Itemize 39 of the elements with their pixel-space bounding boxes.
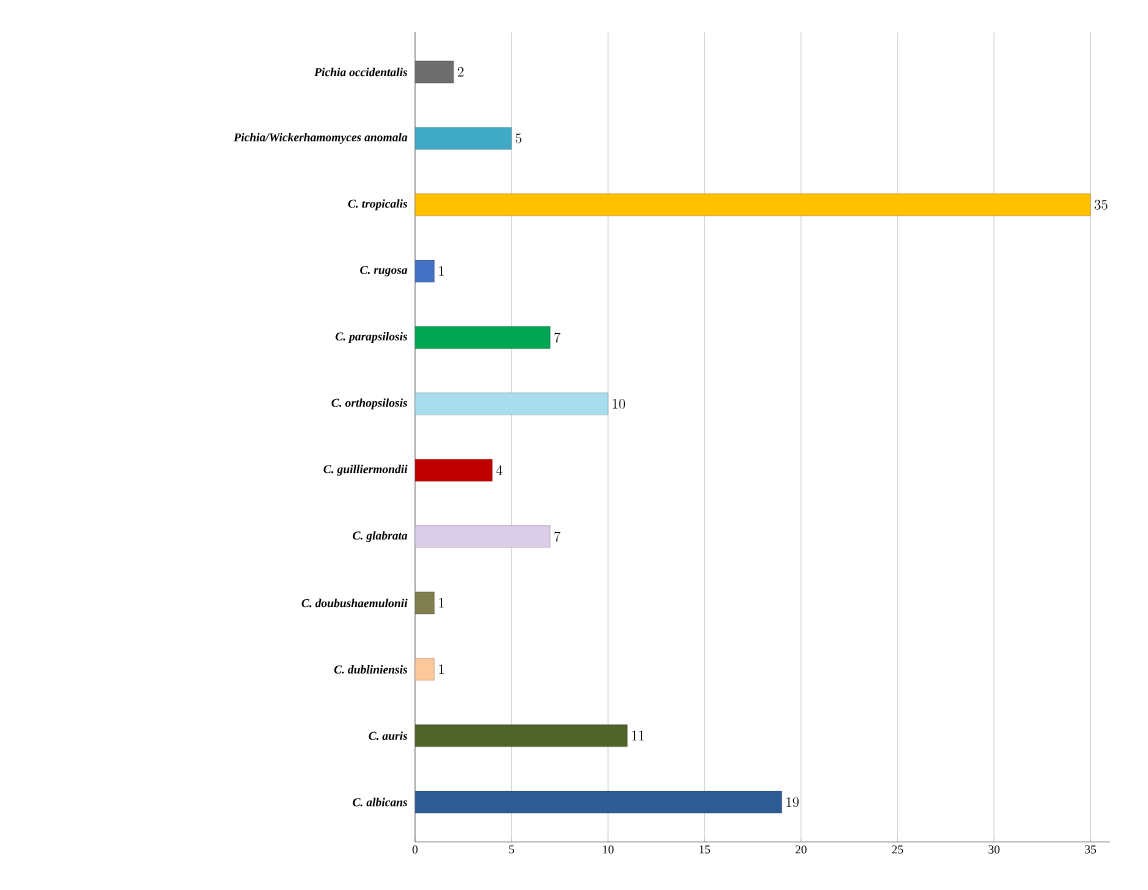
bar [415,326,551,349]
bar [415,525,551,548]
bar [415,658,435,681]
bar [415,459,493,482]
data-label: 2 [457,67,464,77]
x-tick-label: 10 [603,845,614,854]
data-label: 1 [439,664,444,674]
y-tick-label: C. glabrata [352,531,408,542]
y-tick-label: C. parapsilosis [335,332,408,343]
y-tick-label: Pichia/Wickerhamomyces anomala [233,132,408,144]
y-tick-label: C. albicans [352,797,408,807]
data-label: 1 [439,598,444,608]
data-label: 4 [496,465,503,475]
y-tick-label: C. tropicalis [348,199,408,211]
bar [415,790,782,814]
x-tick-label: 25 [892,845,904,854]
y-tick-label: C. orthopsilosis [331,398,408,410]
x-tick-label: 0 [412,845,418,854]
y-tick-label: C. doubushaemulonii [301,598,408,608]
data-label: 7 [554,531,561,542]
bar [415,259,435,283]
data-label: 7 [554,332,561,343]
x-tick-label: 35 [1085,845,1097,854]
data-label: 19 [786,797,799,807]
x-tick-label: 20 [795,845,807,854]
y-tick-label: C. dubliniensis [334,665,408,674]
y-tick-label: Pichia occidentalis [314,67,408,77]
data-label: 11 [632,730,644,741]
y-tick-label: C. auris [368,731,408,740]
x-tick-label: 5 [509,845,515,854]
data-label: 1 [439,266,444,276]
y-tick-label: C. guilliermondii [323,464,408,476]
x-tick-label: 30 [988,845,1000,854]
y-tick-label: C. rugosa [360,265,408,277]
data-label: 5 [515,133,522,144]
bar [415,127,512,150]
x-tick-label: 15 [699,845,711,854]
data-label: 10 [612,398,625,409]
data-label: 35 [1094,199,1108,210]
